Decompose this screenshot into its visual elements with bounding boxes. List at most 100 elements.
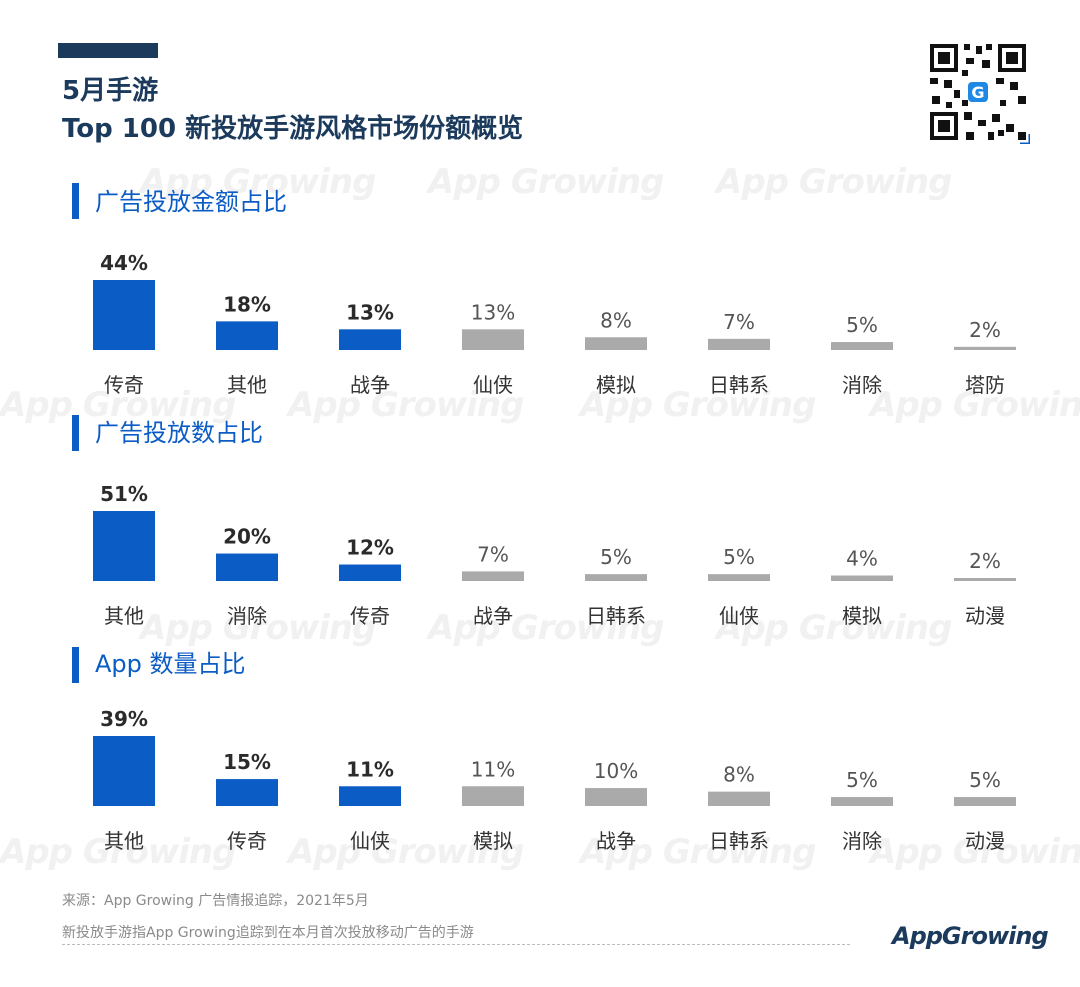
bar (93, 280, 155, 350)
category-label: 日韩系 (709, 829, 769, 853)
category-label: 消除 (227, 604, 267, 628)
bar (93, 736, 155, 806)
watermark: App Growing (288, 832, 524, 872)
value-label: 5% (969, 768, 1001, 792)
section-marker (72, 647, 79, 683)
value-label: 12% (346, 536, 394, 560)
watermark: App Growing (0, 832, 236, 872)
bar (831, 797, 893, 806)
watermark: App Growing (0, 385, 236, 425)
bar (954, 578, 1016, 581)
category-label: 消除 (842, 373, 882, 397)
category-label: 模拟 (842, 604, 882, 628)
category-label: 仙侠 (350, 829, 390, 853)
value-label: 8% (723, 763, 755, 787)
bar (339, 329, 401, 350)
brand-logo: AppGrowing (892, 922, 1049, 950)
category-label: 日韩系 (586, 604, 646, 628)
category-label: 模拟 (473, 829, 513, 853)
value-label: 8% (600, 308, 632, 332)
category-label: 传奇 (104, 373, 144, 397)
category-label: 其他 (227, 373, 267, 397)
value-label: 5% (600, 545, 632, 569)
watermark: App Growing (140, 162, 376, 202)
watermark: App Growing (716, 608, 952, 648)
category-label: 传奇 (227, 829, 267, 853)
category-label: 日韩系 (709, 373, 769, 397)
bar (831, 342, 893, 350)
category-label: 战争 (473, 604, 513, 628)
watermark: App Growing (288, 385, 524, 425)
footer-divider (62, 944, 850, 945)
bar (462, 786, 524, 806)
bar (708, 338, 770, 350)
bar (831, 575, 893, 581)
watermark: App Growing (580, 385, 816, 425)
value-label: 11% (471, 757, 515, 781)
watermark: App Growing (428, 162, 664, 202)
category-label: 其他 (104, 829, 144, 853)
bar (585, 574, 647, 581)
bar (339, 564, 401, 581)
value-label: 4% (846, 547, 878, 571)
section-marker (72, 415, 79, 451)
bar (216, 553, 278, 581)
value-label: 5% (846, 313, 878, 337)
watermark: App Growing (140, 608, 376, 648)
watermark: App Growing (716, 162, 952, 202)
bar (462, 329, 524, 350)
value-label: 51% (100, 482, 148, 506)
value-label: 20% (223, 525, 271, 549)
section-title-ad-spend: 广告投放金额占比 (95, 188, 287, 216)
app-count-share-chart: 39% 其他 15% 传奇 11% 仙侠 11% 模拟 10% 战争 8% 日韩系 5% 消除 5% 动漫 (93, 707, 1016, 853)
watermark: App Growing (870, 832, 1080, 872)
watermark: App Growing (428, 608, 664, 648)
svg-text:G: G (971, 83, 984, 102)
watermark: App Growing (580, 832, 816, 872)
value-label: 10% (594, 759, 638, 783)
value-label: 7% (723, 310, 755, 334)
value-label: 44% (100, 251, 148, 275)
ad-spend-share-chart: 44% 传奇 18% 其他 13% 战争 13% 仙侠 8% 模拟 7% 日韩系 5% 消除 2% 塔防 (93, 251, 1016, 397)
bar (954, 797, 1016, 806)
value-label: 2% (969, 318, 1001, 342)
bar (462, 571, 524, 581)
category-label: 仙侠 (719, 604, 759, 628)
ad-count-share-chart: 51% 其他 20% 消除 12% 传奇 7% 战争 5% 日韩系 5% 仙侠 4% 模拟 2% 动漫 (93, 482, 1016, 628)
category-label: 战争 (596, 829, 636, 853)
value-label: 15% (223, 750, 271, 774)
value-label: 5% (723, 545, 755, 569)
bar (708, 791, 770, 806)
page-title-line1: 5月手游 (62, 76, 159, 106)
bar (954, 346, 1016, 350)
category-label: 战争 (350, 373, 390, 397)
value-label: 13% (346, 300, 394, 324)
category-label: 其他 (104, 604, 144, 628)
header-accent-bar (58, 43, 158, 58)
source-note: 来源：App Growing 广告情报追踪，2021年5月 (62, 893, 369, 909)
section-title-app-count: App 数量占比 (95, 650, 246, 678)
value-label: 7% (477, 542, 509, 566)
value-label: 5% (846, 768, 878, 792)
category-label: 动漫 (965, 604, 1005, 628)
definition-note: 新投放手游指App Growing追踪到在本月首次投放移动广告的手游 (62, 925, 474, 941)
bar (708, 574, 770, 581)
section-title-ad-count: 广告投放数占比 (95, 419, 263, 447)
bar (339, 786, 401, 806)
page-title-line2: Top 100 新投放手游风格市场份额概览 (62, 114, 524, 144)
category-label: 模拟 (596, 373, 636, 397)
value-label: 18% (223, 292, 271, 316)
category-label: 塔防 (965, 373, 1005, 397)
value-label: 13% (471, 300, 515, 324)
watermark: App Growing (870, 385, 1080, 425)
qr-code-icon: G (926, 40, 1030, 144)
bar (216, 779, 278, 806)
bar (93, 511, 155, 581)
value-label: 39% (100, 707, 148, 731)
bar (585, 788, 647, 806)
section-marker (72, 183, 79, 219)
value-label: 11% (346, 757, 394, 781)
category-label: 传奇 (350, 604, 390, 628)
category-label: 消除 (842, 829, 882, 853)
bar (585, 337, 647, 350)
